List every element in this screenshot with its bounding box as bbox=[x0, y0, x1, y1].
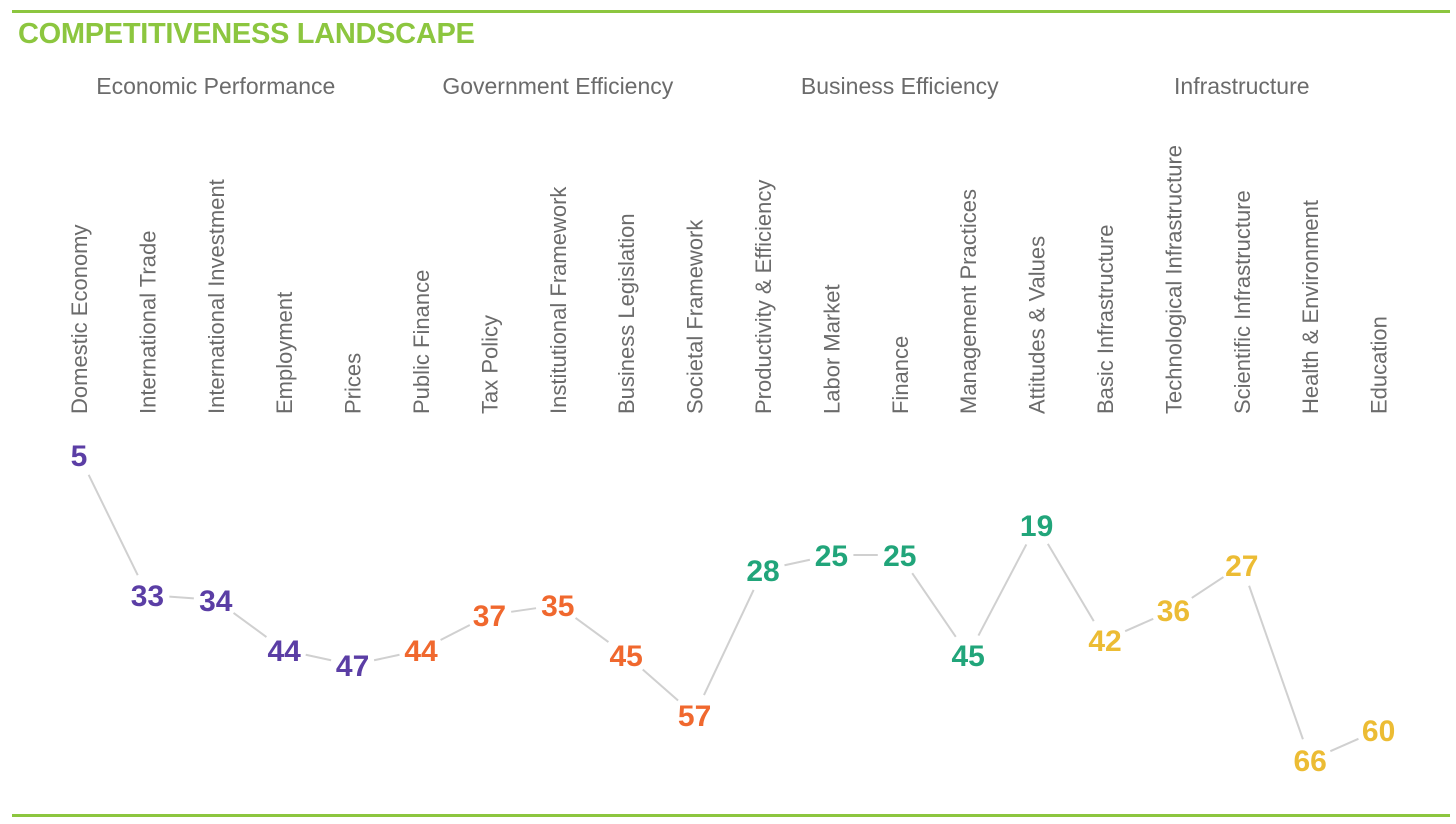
data-label: 25 bbox=[883, 540, 916, 573]
category-label: Prices bbox=[341, 353, 366, 414]
connector-line bbox=[1248, 585, 1304, 740]
data-label: 60 bbox=[1362, 715, 1395, 748]
category-label: Public Finance bbox=[409, 270, 434, 414]
group-header-government-efficiency: Government Efficiency bbox=[442, 73, 673, 99]
category-label: Business Legislation bbox=[614, 213, 639, 414]
page-title: COMPETITIVENESS LANDSCAPE bbox=[18, 18, 475, 50]
connector-line bbox=[911, 572, 957, 638]
data-label: 5 bbox=[71, 440, 88, 473]
data-label: 57 bbox=[678, 700, 711, 733]
connector-line bbox=[1124, 617, 1154, 633]
top-rule bbox=[12, 10, 1450, 13]
group-header-economic-performance: Economic Performance bbox=[96, 73, 335, 99]
category-label: Health & Environment bbox=[1298, 200, 1323, 414]
data-label: 19 bbox=[1020, 510, 1053, 543]
connector-line bbox=[232, 612, 268, 638]
connector-line bbox=[169, 595, 194, 600]
connector-line bbox=[642, 668, 679, 702]
bottom-rule bbox=[12, 814, 1450, 817]
data-label: 42 bbox=[1088, 625, 1121, 658]
connector-line bbox=[977, 544, 1028, 636]
category-label: International Investment bbox=[204, 179, 229, 414]
connector-line bbox=[373, 653, 400, 662]
category-label: Basic Infrastructure bbox=[1093, 224, 1118, 414]
connector-line bbox=[305, 653, 332, 662]
connector-line bbox=[574, 617, 610, 643]
category-label: Tax Policy bbox=[477, 315, 502, 414]
category-label: Societal Framework bbox=[683, 219, 708, 414]
category-label: Employment bbox=[272, 292, 297, 414]
connector-line bbox=[703, 589, 755, 696]
data-label: 66 bbox=[1294, 745, 1327, 778]
category-label: Domestic Economy bbox=[67, 224, 92, 414]
category-label: Labor Market bbox=[819, 284, 844, 414]
category-label: Management Practices bbox=[956, 189, 981, 414]
data-label: 34 bbox=[199, 585, 233, 618]
category-label: Institutional Framework bbox=[546, 186, 571, 414]
data-label: 28 bbox=[746, 555, 779, 588]
data-label: 37 bbox=[473, 600, 506, 633]
category-label: Technological Infrastructure bbox=[1161, 145, 1186, 414]
data-label: 25 bbox=[815, 540, 848, 573]
data-label: 36 bbox=[1157, 595, 1190, 628]
category-label: Finance bbox=[888, 336, 913, 414]
data-label: 47 bbox=[336, 650, 369, 683]
category-label: Scientific Infrastructure bbox=[1230, 190, 1255, 414]
connector-line bbox=[784, 558, 811, 567]
connector-line bbox=[440, 624, 471, 641]
data-label: 44 bbox=[404, 635, 438, 668]
connector-line bbox=[1046, 543, 1095, 622]
group-header-infrastructure: Infrastructure bbox=[1174, 73, 1310, 99]
data-label: 45 bbox=[952, 640, 985, 673]
connector-line bbox=[1191, 576, 1224, 599]
data-label: 27 bbox=[1225, 550, 1258, 583]
category-label: Productivity & Efficiency bbox=[751, 180, 776, 414]
connector-lines bbox=[87, 474, 1359, 753]
data-label: 33 bbox=[131, 580, 164, 613]
data-label: 45 bbox=[610, 640, 643, 673]
group-header-business-efficiency: Business Efficiency bbox=[801, 73, 999, 99]
category-label: Attitudes & Values bbox=[1025, 236, 1050, 414]
connector-line bbox=[1329, 737, 1359, 753]
data-label: 35 bbox=[541, 590, 574, 623]
category-label: International Trade bbox=[135, 231, 160, 414]
connector-line bbox=[511, 607, 537, 613]
category-label: Education bbox=[1367, 316, 1392, 414]
connector-line bbox=[87, 474, 139, 576]
data-label: 44 bbox=[268, 635, 302, 668]
